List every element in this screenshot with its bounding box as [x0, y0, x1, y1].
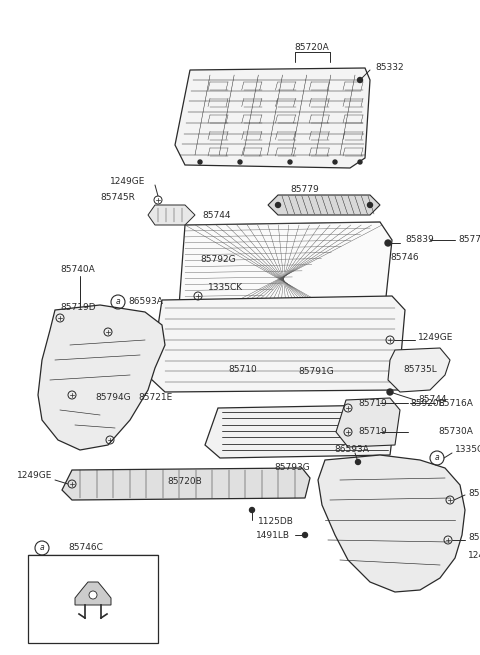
Circle shape: [250, 508, 254, 512]
Circle shape: [368, 202, 372, 208]
Polygon shape: [178, 222, 392, 338]
Text: 85779: 85779: [290, 185, 319, 195]
Text: 85744: 85744: [418, 396, 446, 405]
Text: 85332: 85332: [375, 64, 404, 73]
Text: 1335CK: 1335CK: [455, 445, 480, 455]
Circle shape: [238, 160, 242, 164]
Text: 85791G: 85791G: [298, 367, 334, 377]
Circle shape: [276, 202, 280, 208]
Text: 85719D: 85719D: [60, 303, 96, 312]
Text: 86593A: 86593A: [335, 445, 370, 455]
Circle shape: [89, 591, 97, 599]
Text: 85746C: 85746C: [68, 544, 103, 553]
Text: 85793G: 85793G: [274, 464, 310, 472]
Text: 85745R: 85745R: [100, 193, 135, 202]
Circle shape: [333, 160, 337, 164]
Circle shape: [356, 460, 360, 464]
Text: 85744: 85744: [202, 210, 230, 219]
Text: 1243KB: 1243KB: [468, 550, 480, 559]
Polygon shape: [268, 195, 380, 215]
Circle shape: [358, 160, 362, 164]
Polygon shape: [205, 405, 395, 458]
Polygon shape: [75, 582, 111, 605]
Text: 85720A: 85720A: [295, 43, 329, 52]
Text: 85730A: 85730A: [438, 428, 473, 436]
Polygon shape: [38, 305, 165, 450]
Circle shape: [385, 240, 391, 246]
Text: 85744: 85744: [468, 489, 480, 498]
Text: 85839: 85839: [405, 236, 434, 244]
Text: 85710: 85710: [228, 365, 257, 375]
Text: 85735L: 85735L: [403, 365, 437, 375]
Text: 85794G: 85794G: [95, 394, 131, 403]
Polygon shape: [148, 205, 195, 225]
Text: 85746: 85746: [390, 253, 419, 263]
Text: 1491LB: 1491LB: [256, 531, 290, 540]
Text: 85771: 85771: [458, 236, 480, 244]
FancyBboxPatch shape: [28, 555, 158, 643]
Text: 1249GE: 1249GE: [109, 178, 145, 187]
Polygon shape: [62, 468, 310, 500]
Circle shape: [198, 160, 202, 164]
Text: 85792G: 85792G: [200, 255, 236, 265]
Text: 1335CK: 1335CK: [208, 284, 243, 293]
Circle shape: [387, 389, 393, 395]
Text: a: a: [116, 297, 120, 307]
Text: a: a: [435, 453, 439, 462]
Polygon shape: [150, 296, 405, 392]
Text: 85721E: 85721E: [138, 394, 172, 403]
Circle shape: [358, 77, 362, 83]
Text: 86593A: 86593A: [128, 297, 163, 307]
Text: a: a: [40, 544, 44, 553]
Text: 1249GE: 1249GE: [418, 333, 454, 343]
Text: 1125DB: 1125DB: [258, 517, 294, 527]
Text: 85720B: 85720B: [168, 477, 203, 487]
Text: 85719: 85719: [358, 428, 387, 436]
Polygon shape: [336, 398, 400, 447]
Polygon shape: [175, 68, 370, 168]
Text: 85716A: 85716A: [438, 398, 473, 407]
Text: 85740A: 85740A: [60, 265, 95, 274]
Text: 85719: 85719: [358, 398, 387, 407]
Circle shape: [302, 533, 308, 538]
Polygon shape: [318, 455, 465, 592]
Polygon shape: [388, 348, 450, 392]
Text: 85719D: 85719D: [468, 534, 480, 542]
Text: 1249GE: 1249GE: [17, 472, 52, 481]
Circle shape: [288, 160, 292, 164]
Text: 85920E: 85920E: [410, 398, 444, 407]
